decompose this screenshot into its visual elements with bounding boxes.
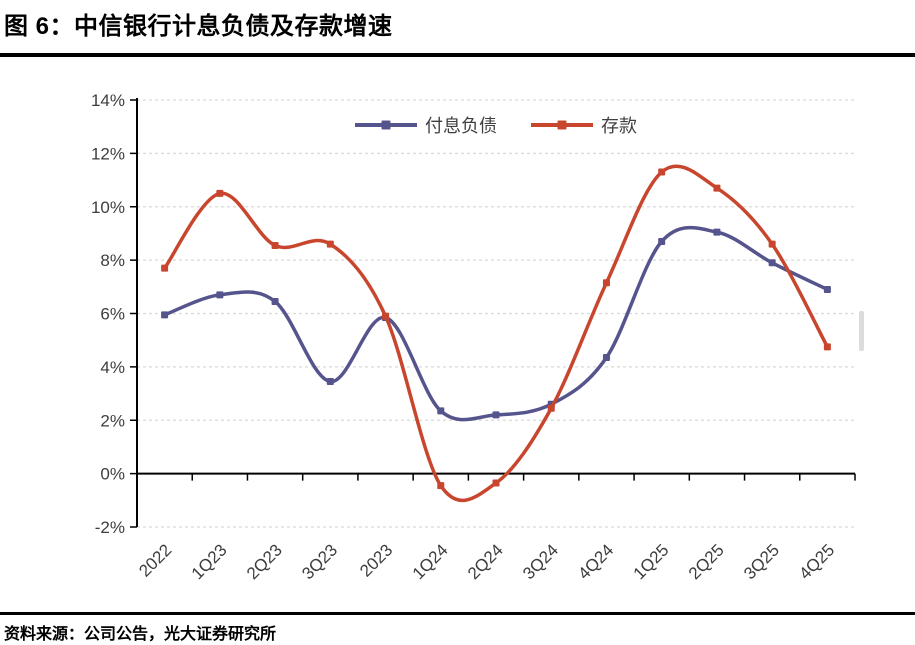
series-1-point-marker: [602, 279, 610, 287]
legend-item-deposits: 存款: [531, 112, 637, 138]
deposits-line-swatch: [531, 120, 593, 130]
series-0-point-marker: [823, 285, 831, 293]
series-0-point-marker: [658, 237, 666, 245]
chart-legend: 付息负债 存款: [355, 112, 637, 138]
x-axis-label: 3Q24: [519, 540, 562, 583]
liabilities-marker-icon: [381, 120, 391, 130]
series-1-point-marker: [382, 312, 390, 320]
x-axis-label: 2023: [356, 540, 396, 580]
x-axis-label: 2022: [135, 540, 175, 580]
y-axis-label: 10%: [91, 198, 125, 217]
series-line-0: [162, 225, 830, 422]
series-1-point-marker: [547, 404, 555, 412]
series-1-point-marker: [658, 168, 666, 176]
series-0-point-marker: [713, 228, 721, 236]
y-axis-label: 0%: [100, 465, 125, 484]
series-0-point-marker: [602, 354, 610, 362]
y-axis-label: 14%: [91, 91, 125, 110]
x-axis-label: 2Q24: [464, 540, 507, 583]
legend-item-liabilities: 付息负债: [355, 112, 497, 138]
series-1-point-marker: [271, 241, 279, 249]
y-axis-label: 12%: [91, 144, 125, 163]
x-axis-label: 2Q23: [243, 540, 286, 583]
y-axis-label: 2%: [100, 411, 125, 430]
series-line-1: [162, 164, 830, 503]
x-axis-label: 2Q25: [685, 540, 728, 583]
x-axis-label: 1Q23: [188, 540, 231, 583]
y-axis-label: 6%: [100, 305, 125, 324]
series-1-point-marker: [492, 479, 500, 487]
x-axis-label: 4Q24: [574, 540, 617, 583]
x-axis-label: 4Q25: [795, 540, 838, 583]
series-0-point-marker: [271, 297, 279, 305]
x-axis-label: 3Q23: [298, 540, 341, 583]
series-0-point-marker: [768, 259, 776, 267]
series-1-point-marker: [823, 343, 831, 351]
series-1-point-marker: [713, 184, 721, 192]
title-divider-rule: [0, 53, 915, 57]
deposits-marker-icon: [557, 120, 567, 130]
y-axis-label: 4%: [100, 358, 125, 377]
series-1-point-marker: [437, 482, 445, 490]
series-0-point-marker: [492, 411, 500, 419]
y-axis-label: -2%: [95, 518, 125, 537]
series-0-point-marker: [326, 378, 334, 386]
x-axis-label: 1Q25: [630, 540, 673, 583]
series-1-point-marker: [326, 240, 334, 248]
series-1-point-marker: [768, 240, 776, 248]
series-0-point-marker: [437, 407, 445, 415]
legend-label-deposits: 存款: [601, 116, 637, 136]
figure-title: 图 6：中信银行计息负债及存款增速: [4, 13, 393, 40]
source-note: 资料来源：公司公告，光大证券研究所: [4, 626, 277, 643]
scrollbar-thumb[interactable]: [859, 311, 864, 351]
series-1-point-marker: [161, 264, 169, 272]
y-axis-label: 8%: [100, 251, 125, 270]
series-1-point-marker: [216, 189, 224, 197]
liabilities-line-swatch: [355, 120, 417, 130]
legend-label-liabilities: 付息负债: [425, 116, 497, 136]
footer-divider-rule: [0, 612, 915, 615]
series-0-point-marker: [216, 291, 224, 299]
series-0-point-marker: [161, 311, 169, 319]
x-axis-label: 1Q24: [409, 540, 452, 583]
growth-line-chart: -2% 0% 2% 4% 6% 8% 10% 12% 14% 2022 1Q23 2Q23 3Q23 20…: [91, 91, 856, 583]
x-axis-label: 3Q25: [740, 540, 783, 583]
